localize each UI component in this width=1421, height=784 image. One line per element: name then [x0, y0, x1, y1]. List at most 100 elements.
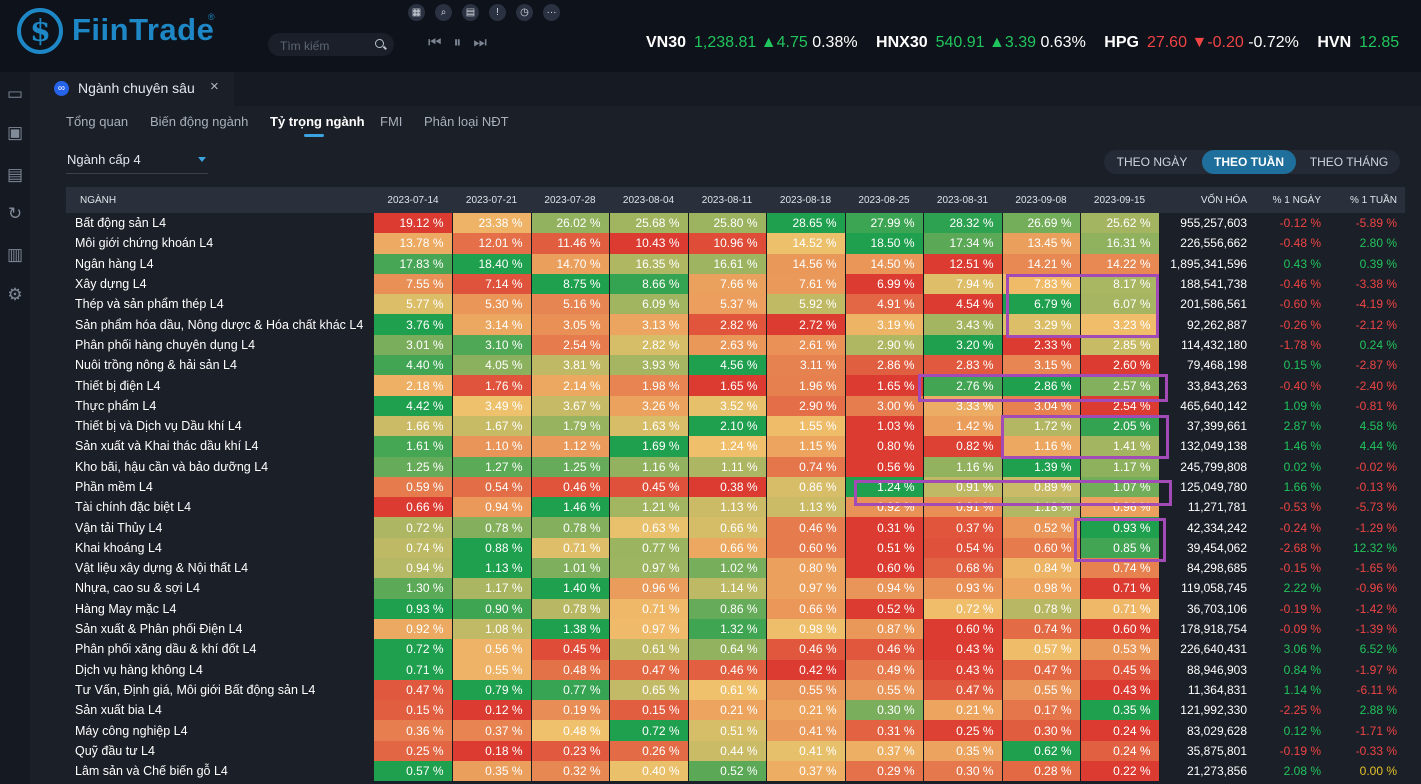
clock-icon[interactable]: ◷: [516, 4, 533, 21]
change-1d-cell: -0.46 %: [1255, 273, 1329, 295]
change-1w-cell: -1.71 %: [1329, 720, 1405, 741]
weight-cell: 1.25 %: [374, 456, 453, 477]
subtab-fmi[interactable]: FMI: [380, 114, 403, 129]
change-1w-cell: 6.52 %: [1329, 639, 1405, 660]
col-header-change-1d[interactable]: % 1 NGÀY: [1255, 187, 1329, 213]
col-header-date[interactable]: 2023-09-15: [1080, 187, 1159, 213]
change-1d-cell: 2.08 %: [1255, 761, 1329, 782]
weight-cell: 0.55 %: [1002, 679, 1081, 701]
table-row[interactable]: Máy công nghiệp L4 0.36 % 0.37 % 0.48 % 0.72…: [66, 720, 1405, 741]
table-row[interactable]: Lâm sản và Chế biến gỗ L4 0.57 % 0.35 % 0.3…: [66, 761, 1405, 782]
table-row[interactable]: Sản xuất và Khai thác dầu khí L4 1.61 % 1.…: [66, 436, 1405, 457]
subtab-ty-trong-nganh[interactable]: Tỷ trọng ngành: [270, 114, 365, 129]
pdf-icon[interactable]: ▥: [6, 245, 24, 264]
table-row[interactable]: Phân phối xăng dầu & khí đốt L4 0.72 % 0.5…: [66, 639, 1405, 660]
col-header-date[interactable]: 2023-07-21: [452, 187, 531, 213]
table-row[interactable]: Xây dựng L4 7.55 % 7.14 % 8.75 % 8.66 % 7.66 …: [66, 273, 1405, 295]
col-header-change-1w[interactable]: % 1 TUẦN: [1329, 187, 1405, 213]
subtab-tong-quan[interactable]: Tổng quan: [66, 114, 129, 129]
table-row[interactable]: Ngân hàng L4 17.83 % 18.40 % 14.70 % 16.35 %…: [66, 253, 1405, 274]
table-row[interactable]: Vật liệu xây dựng & Nội thất L4 0.94 % 1.1…: [66, 558, 1405, 579]
table-row[interactable]: Nhựa, cao su & sợi L4 1.30 % 1.17 % 1.40 % 0…: [66, 578, 1405, 599]
sector-level-select[interactable]: Ngành cấp 4: [66, 150, 208, 174]
weight-cell: 27.99 %: [845, 213, 924, 234]
search-box[interactable]: [268, 33, 394, 56]
table-row[interactable]: Kho bãi, hậu cần và bảo dưỡng L4 1.25 % 1.…: [66, 456, 1405, 477]
tab-nganh-chuyen-sau[interactable]: ∞ Ngành chuyên sâu ×: [44, 72, 234, 106]
weight-cell: 1.96 %: [766, 375, 846, 396]
weight-cell: 7.14 %: [452, 273, 532, 295]
table-row[interactable]: Quỹ đầu tư L4 0.25 % 0.18 % 0.23 % 0.26 % 0.4…: [66, 740, 1405, 762]
window-icon[interactable]: ▭: [6, 84, 24, 103]
settings-icon[interactable]: ⚙: [7, 285, 23, 304]
search-icon[interactable]: [375, 39, 384, 48]
table-row[interactable]: Phần mềm L4 0.59 % 0.54 % 0.46 % 0.45 % 0.38 …: [66, 476, 1405, 498]
period-week-button[interactable]: THEO TUẦN: [1202, 150, 1296, 174]
calendar-icon[interactable]: ▤: [462, 4, 479, 21]
search-input[interactable]: [278, 36, 372, 55]
table-row[interactable]: Phân phối hàng chuyên dụng L4 3.01 % 3.10 …: [66, 334, 1405, 356]
table-row[interactable]: Thép và sản phẩm thép L4 5.77 % 5.30 % 5.16…: [66, 294, 1405, 315]
weight-cell: 0.30 %: [1002, 720, 1081, 741]
table-row[interactable]: Môi giới chứng khoán L4 13.78 % 12.01 % 11.…: [66, 233, 1405, 254]
save-icon[interactable]: ▤: [6, 165, 24, 184]
table-row[interactable]: Hàng May mặc L4 0.93 % 0.90 % 0.78 % 0.71 % 0…: [66, 598, 1405, 619]
change-1w-cell: -3.38 %: [1329, 273, 1405, 295]
sector-name: Sản phẩm hóa dầu, Nông dược & Hóa chất k…: [66, 314, 374, 335]
table-row[interactable]: Nuôi trồng nông & hải sản L4 4.40 % 4.05 %…: [66, 355, 1405, 376]
table-row[interactable]: Tài chính đặc biệt L4 0.66 % 0.94 % 1.46 % 1…: [66, 497, 1405, 518]
subtab-phan-loai-ndt[interactable]: Phân loại NĐT: [424, 114, 509, 129]
weight-cell: 1.11 %: [688, 456, 767, 477]
col-header-sector[interactable]: NGÀNH: [66, 187, 374, 213]
weight-cell: 0.35 %: [923, 740, 1003, 762]
col-header-date[interactable]: 2023-08-25: [845, 187, 923, 213]
grid-icon[interactable]: ▦: [408, 4, 425, 21]
table-row[interactable]: Tư Vấn, Định giá, Môi giới Bất động sản …: [66, 679, 1405, 701]
weight-cell: 0.17 %: [1002, 700, 1081, 721]
weight-cell: 10.43 %: [609, 233, 689, 254]
refresh-icon[interactable]: ↻: [7, 204, 23, 223]
col-header-date[interactable]: 2023-08-04: [609, 187, 688, 213]
weight-cell: 2.82 %: [609, 334, 689, 356]
market-cap-cell: 83,029,628: [1159, 720, 1255, 741]
table-row[interactable]: Thiết bị và Dịch vụ Dầu khí L4 1.66 % 1.67…: [66, 415, 1405, 437]
col-header-date[interactable]: 2023-08-31: [923, 187, 1002, 213]
camera-icon[interactable]: ▣: [6, 123, 24, 142]
zoom-icon[interactable]: ⌕: [435, 4, 452, 21]
more-icon[interactable]: ···: [543, 4, 560, 21]
period-month-button[interactable]: THEO THÁNG: [1309, 155, 1389, 169]
table-row[interactable]: Vận tải Thủy L4 0.72 % 0.78 % 0.78 % 0.63 % 0…: [66, 517, 1405, 538]
table-row[interactable]: Dịch vụ hàng không L4 0.71 % 0.55 % 0.48 % 0…: [66, 659, 1405, 680]
change-1w-cell: -1.39 %: [1329, 618, 1405, 640]
ticker-item-hvn[interactable]: HVN 12.85: [1317, 34, 1400, 51]
playback-controls[interactable]: ⏮ ⏸ ⏭: [428, 34, 491, 51]
ticker-item-hpg[interactable]: HPG 27.60 ▼-0.20 -0.72%: [1104, 34, 1299, 51]
sector-name: Thực phẩm L4: [66, 395, 374, 416]
table-row[interactable]: Khai khoáng L4 0.74 % 0.88 % 0.71 % 0.77 % 0.…: [66, 537, 1405, 559]
table-row[interactable]: Sản phẩm hóa dầu, Nông dược & Hóa chất k…: [66, 314, 1405, 335]
table-row[interactable]: Sản xuất bia L4 0.15 % 0.12 % 0.19 % 0.15 % 0…: [66, 700, 1405, 721]
col-header-date[interactable]: 2023-07-28: [531, 187, 609, 213]
change-1w-cell: -0.96 %: [1329, 578, 1405, 599]
weight-cell: 0.45 %: [609, 476, 689, 498]
col-header-date[interactable]: 2023-07-14: [374, 187, 452, 213]
weight-cell: 0.68 %: [923, 558, 1003, 579]
table-row[interactable]: Thiết bị điện L4 2.18 % 1.76 % 2.14 % 1.98 %…: [66, 375, 1405, 396]
weight-cell: 7.94 %: [923, 273, 1003, 295]
ticker-item-vn30[interactable]: VN30 1,238.81 ▲4.75 0.38%: [646, 34, 858, 51]
close-icon[interactable]: ×: [210, 78, 219, 95]
table-row[interactable]: Sản xuất & Phân phối Điện L4 0.92 % 1.08 %…: [66, 618, 1405, 640]
col-header-date[interactable]: 2023-08-11: [688, 187, 766, 213]
info-icon[interactable]: !: [489, 4, 506, 21]
col-header-market-cap[interactable]: VỐN HÓA: [1159, 187, 1255, 213]
sector-name: Môi giới chứng khoán L4: [66, 233, 374, 254]
table-row[interactable]: Thực phẩm L4 4.42 % 3.49 % 3.67 % 3.26 % 3.52…: [66, 395, 1405, 416]
col-header-date[interactable]: 2023-09-08: [1002, 187, 1080, 213]
weight-cell: 0.60 %: [766, 537, 846, 559]
col-header-date[interactable]: 2023-08-18: [766, 187, 845, 213]
subtab-bien-dong-nganh[interactable]: Biến động ngành: [150, 114, 249, 129]
period-day-button[interactable]: THEO NGÀY: [1116, 155, 1188, 169]
table-row[interactable]: Bất động sản L4 19.12 % 23.38 % 26.02 % 25.6…: [66, 213, 1405, 234]
ticker-item-hnx30[interactable]: HNX30 540.91 ▲3.39 0.63%: [876, 34, 1086, 51]
market-cap-cell: 201,586,561: [1159, 294, 1255, 315]
